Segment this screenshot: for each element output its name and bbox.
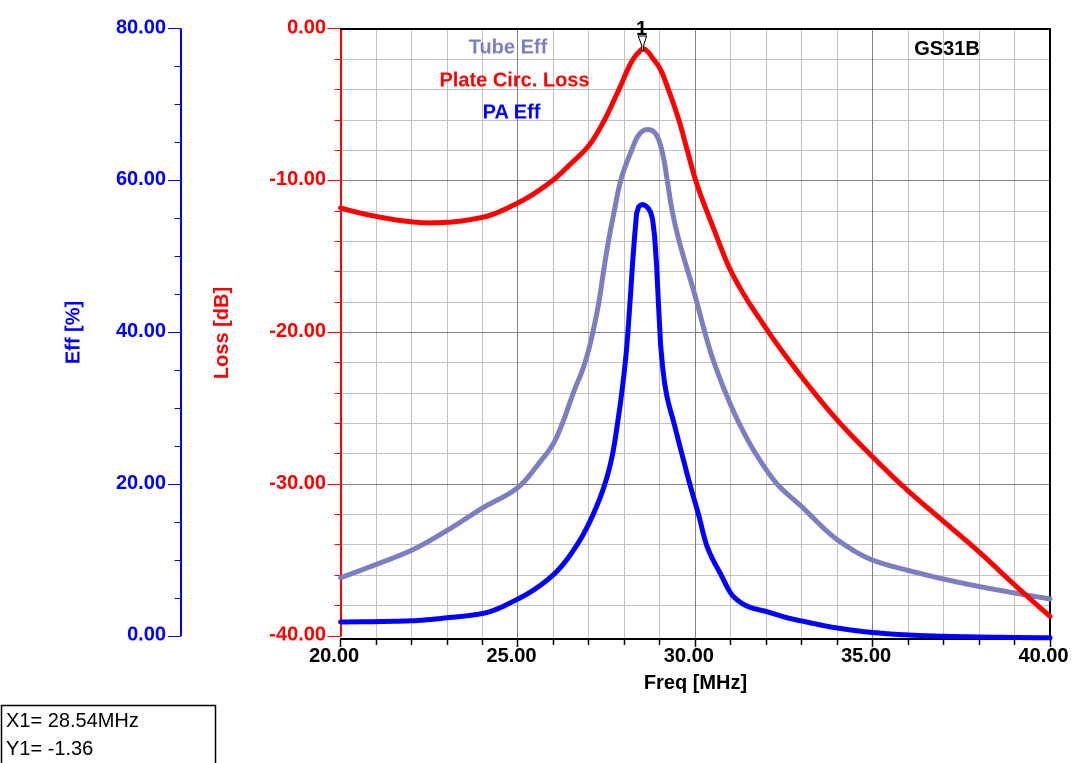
svg-text:40.00: 40.00 [116, 320, 166, 342]
svg-text:Y1= -1.36: Y1= -1.36 [6, 738, 93, 760]
svg-text:-10.00: -10.00 [269, 168, 326, 190]
svg-text:Eff [%]: Eff [%] [62, 301, 84, 364]
svg-text:0.00: 0.00 [287, 17, 326, 39]
svg-text:-40.00: -40.00 [269, 624, 326, 646]
svg-text:25.00: 25.00 [486, 645, 536, 667]
svg-text:Tube Eff: Tube Eff [469, 37, 548, 59]
svg-text:80.00: 80.00 [116, 17, 166, 39]
svg-text:-20.00: -20.00 [269, 320, 326, 342]
svg-text:35.00: 35.00 [841, 645, 891, 667]
svg-text:20.00: 20.00 [116, 472, 166, 494]
svg-text:PA Eff: PA Eff [483, 102, 541, 124]
svg-text:40.00: 40.00 [1018, 645, 1068, 667]
svg-text:X1= 28.54MHz: X1= 28.54MHz [6, 710, 139, 732]
svg-text:Plate Circ. Loss: Plate Circ. Loss [439, 70, 589, 92]
svg-text:0.00: 0.00 [127, 624, 166, 646]
svg-text:-30.00: -30.00 [269, 472, 326, 494]
svg-text:GS31B: GS31B [914, 38, 980, 60]
svg-text:Freq [MHz]: Freq [MHz] [644, 672, 747, 694]
svg-text:60.00: 60.00 [116, 168, 166, 190]
svg-text:Loss [dB]: Loss [dB] [211, 287, 233, 379]
svg-text:1: 1 [636, 18, 647, 40]
svg-text:30.00: 30.00 [664, 645, 714, 667]
svg-text:20.00: 20.00 [309, 645, 359, 667]
